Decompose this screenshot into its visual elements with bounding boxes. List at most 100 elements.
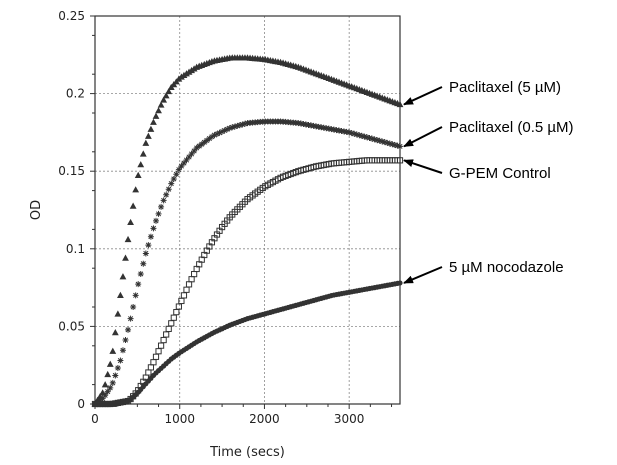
x-tick-label: 0 — [91, 412, 99, 426]
axis-ticks — [90, 15, 393, 409]
data-point — [221, 127, 228, 134]
data-point — [150, 225, 157, 232]
data-point — [186, 153, 193, 160]
data-point — [191, 270, 198, 278]
data-point — [150, 118, 157, 125]
data-point — [114, 310, 122, 317]
data-point — [168, 180, 175, 187]
data-point — [117, 291, 124, 298]
data-point — [162, 92, 170, 99]
data-point — [163, 191, 170, 198]
data-point — [178, 163, 185, 170]
data-point — [358, 132, 365, 139]
annotation-label: G-PEM Control — [449, 165, 551, 182]
data-point — [175, 303, 182, 310]
series-g-pem-control — [91, 157, 404, 408]
data-point — [224, 126, 231, 133]
data-point — [191, 147, 198, 154]
data-point — [173, 171, 180, 178]
data-point — [173, 309, 180, 316]
data-point — [142, 139, 150, 146]
data-point — [356, 132, 363, 139]
data-point — [203, 137, 210, 144]
data-point — [147, 364, 155, 371]
data-point — [241, 120, 248, 127]
data-point — [125, 326, 132, 333]
data-point — [155, 348, 162, 355]
data-point — [160, 197, 167, 204]
data-point — [229, 124, 236, 131]
data-point — [152, 112, 160, 119]
y-tick-label: 0.2 — [66, 87, 85, 101]
data-point — [234, 122, 241, 129]
data-point — [122, 254, 129, 261]
data-point — [353, 131, 360, 138]
data-point — [165, 325, 172, 332]
data-point — [153, 217, 159, 224]
data-point — [346, 129, 353, 136]
data-point — [111, 329, 119, 336]
data-point — [130, 304, 137, 310]
data-point — [104, 370, 112, 378]
data-point — [124, 235, 132, 243]
data-point — [374, 137, 381, 144]
data-point — [211, 132, 218, 139]
data-point — [145, 242, 152, 249]
data-point — [369, 135, 376, 142]
data-point — [145, 369, 152, 376]
data-point — [193, 144, 200, 151]
data-point — [157, 101, 165, 108]
data-point — [170, 175, 177, 182]
annotation-arrow — [403, 266, 443, 284]
data-point — [201, 139, 208, 146]
gridlines — [95, 16, 400, 404]
data-point — [107, 384, 114, 391]
data-point — [109, 379, 116, 386]
annotation-label: Paclitaxel (5 µM) — [449, 79, 561, 96]
data-point — [137, 161, 145, 168]
data-point — [386, 140, 393, 147]
annotation-label: 5 µM nocodazole — [449, 259, 564, 276]
y-tick-label: 0.05 — [58, 319, 85, 333]
data-point — [180, 292, 188, 299]
x-tick-label: 2000 — [249, 412, 280, 426]
data-point — [147, 125, 155, 132]
data-point — [348, 130, 355, 137]
data-point — [119, 347, 126, 354]
data-point — [152, 353, 160, 360]
data-point — [160, 96, 168, 103]
data-point — [117, 357, 124, 364]
data-point — [129, 202, 137, 209]
data-point — [157, 342, 165, 349]
data-point — [175, 166, 182, 173]
annotation-arrow — [403, 159, 443, 174]
annotation-arrow — [403, 86, 443, 106]
data-point — [104, 388, 111, 395]
data-point — [144, 132, 152, 139]
data-point — [196, 143, 203, 150]
data-point — [139, 150, 147, 157]
data-point — [394, 142, 401, 149]
data-point — [391, 141, 398, 148]
data-point — [206, 135, 213, 142]
data-point — [226, 125, 233, 132]
series-paclitaxel-5-m- — [91, 54, 404, 407]
data-point — [132, 186, 140, 193]
data-point — [389, 141, 396, 148]
data-point — [97, 397, 104, 404]
data-point — [150, 359, 157, 366]
data-point — [168, 320, 175, 327]
y-axis-label: OD — [29, 200, 44, 220]
data-point — [106, 360, 114, 367]
data-point — [198, 141, 205, 148]
data-point — [384, 139, 391, 146]
y-tick-label: 0.25 — [58, 9, 85, 23]
data-point — [142, 250, 149, 257]
y-tick-label: 0.1 — [66, 242, 85, 256]
data-point — [381, 139, 388, 146]
annotation-arrow — [403, 126, 443, 148]
data-point — [165, 87, 173, 95]
data-point — [216, 129, 223, 136]
data-point — [158, 203, 165, 210]
